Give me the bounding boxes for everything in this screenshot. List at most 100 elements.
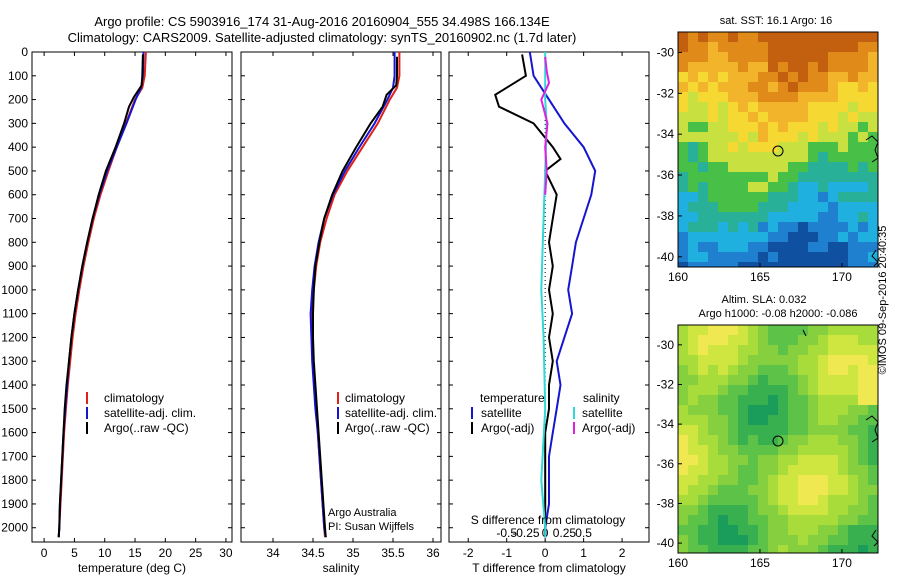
map-cell [838, 455, 848, 465]
map-cell [728, 42, 738, 52]
map-cell [788, 365, 798, 375]
map-cell [698, 415, 708, 425]
map-cell [728, 242, 738, 252]
map-cell [828, 525, 838, 535]
map-cell [718, 112, 728, 122]
map-cell [718, 232, 728, 242]
map-cell [868, 32, 878, 42]
map-cell [748, 535, 758, 545]
map-cell [728, 32, 738, 42]
map-cell [728, 172, 738, 182]
map-cell [738, 455, 748, 465]
map-cell [738, 262, 748, 267]
map-cell [738, 465, 748, 475]
map-cell [868, 152, 878, 162]
map-y-tick-label: -36 [657, 457, 675, 471]
map-cell [778, 495, 788, 505]
map-cell [858, 395, 868, 405]
map-cell [858, 122, 868, 132]
map-cell [718, 192, 728, 202]
y-tick-label: 1500 [1, 402, 28, 416]
map-cell [738, 242, 748, 252]
map-cell [868, 355, 878, 365]
map-cell [828, 515, 838, 525]
map-cell [788, 405, 798, 415]
map-cell [858, 335, 868, 345]
map-cell [708, 102, 718, 112]
series-line-temperature-satellite [528, 51, 597, 538]
map-cell [738, 112, 748, 122]
legend-title-temperature: temperature [480, 391, 545, 405]
map-cell [708, 375, 718, 385]
map-cell [718, 405, 728, 415]
map-cell [778, 335, 788, 345]
map-cell [838, 152, 848, 162]
map-cell [788, 222, 798, 232]
map-cell [768, 445, 778, 455]
map-cell [818, 385, 828, 395]
map-cell [858, 325, 868, 335]
map-cell [708, 475, 718, 485]
sst-map-frame [677, 31, 879, 268]
map-y-tick-label: -40 [657, 250, 675, 264]
map-cell [748, 62, 758, 72]
map-cell [808, 545, 818, 553]
map-cell [848, 545, 858, 553]
map-cell [858, 172, 868, 182]
map-cell [698, 92, 708, 102]
map-cell [778, 375, 788, 385]
map-cell [688, 375, 698, 385]
map-cell [838, 242, 848, 252]
map-cell [858, 345, 868, 355]
map-cell [838, 505, 848, 515]
map-cell [818, 445, 828, 455]
map-cell [818, 162, 828, 172]
map-cell [768, 242, 778, 252]
map-cell [758, 102, 768, 112]
legend-label-t-argo: Argo(-adj) [481, 421, 534, 435]
map-cell [718, 545, 728, 553]
x-tick-label: 20 [159, 546, 173, 560]
map-cell [868, 92, 878, 102]
map-cell [798, 335, 808, 345]
map-cell [818, 82, 828, 92]
map-cell [788, 92, 798, 102]
map-cell [738, 545, 748, 553]
map-cell [858, 455, 868, 465]
map-cell [708, 465, 718, 475]
map-cell [778, 252, 788, 262]
map-cell [678, 505, 688, 515]
map-cell [718, 485, 728, 495]
map-cell [758, 415, 768, 425]
map-cell [778, 445, 788, 455]
map-cell [768, 535, 778, 545]
map-cell [718, 32, 728, 42]
map-cell [858, 192, 868, 202]
map-cell [718, 465, 728, 475]
map-cell [808, 455, 818, 465]
s-tick-label: -0.25 [512, 526, 540, 540]
map-cell [828, 415, 838, 425]
map-cell [688, 405, 698, 415]
sst-map-title: sat. SST: 16.1 Argo: 16 [720, 15, 833, 27]
map-cell [788, 475, 798, 485]
x-tick-label: 25 [189, 546, 203, 560]
map-cell [688, 355, 698, 365]
map-cell [678, 535, 688, 545]
map-cell [708, 545, 718, 553]
map-cell [688, 545, 698, 553]
map-cell [758, 252, 768, 262]
map-cell [758, 335, 768, 345]
map-cell [818, 112, 828, 122]
map-cell [748, 132, 758, 142]
map-cell [688, 42, 698, 52]
map-cell [758, 525, 768, 535]
map-cell [848, 132, 858, 142]
pi-label: PI: Susan Wijffels [328, 521, 414, 533]
map-cell [808, 102, 818, 112]
map-y-tick-label: -40 [657, 536, 675, 550]
map-cell [738, 222, 748, 232]
map-cell [718, 152, 728, 162]
map-cell [738, 445, 748, 455]
map-cell [758, 375, 768, 385]
